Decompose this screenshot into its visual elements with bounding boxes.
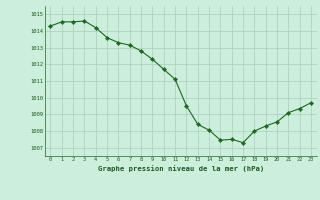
- X-axis label: Graphe pression niveau de la mer (hPa): Graphe pression niveau de la mer (hPa): [98, 165, 264, 172]
